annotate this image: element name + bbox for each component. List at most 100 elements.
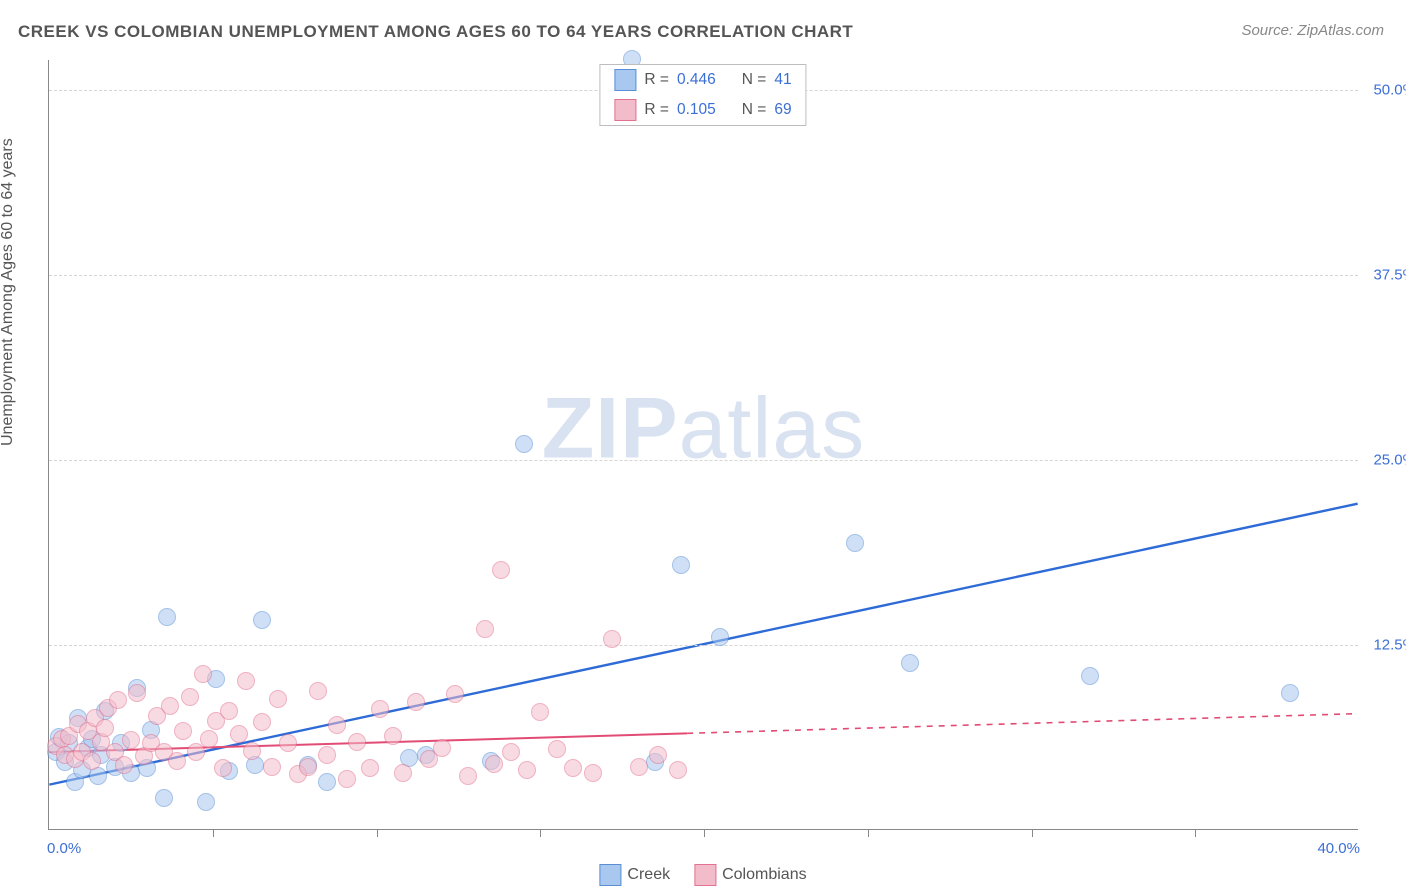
scatter-point	[649, 746, 667, 764]
chart-container: CREEK VS COLOMBIAN UNEMPLOYMENT AMONG AG…	[0, 0, 1406, 892]
n-label: N =	[742, 71, 767, 89]
scatter-point	[318, 773, 336, 791]
x-tick-label: 40.0%	[1317, 840, 1360, 857]
scatter-point	[299, 758, 317, 776]
legend-label: Creek	[627, 866, 670, 883]
source-label: Source: ZipAtlas.com	[1241, 22, 1384, 39]
scatter-point	[531, 703, 549, 721]
scatter-point	[394, 764, 412, 782]
scatter-point	[1281, 684, 1299, 702]
legend-swatch	[599, 864, 621, 886]
legend-stats: R = 0.446 N = 41 R = 0.105 N = 69	[599, 64, 806, 126]
scatter-point	[603, 630, 621, 648]
r-value: 0.105	[677, 101, 716, 119]
scatter-point	[220, 702, 238, 720]
x-tick	[1032, 829, 1033, 837]
x-tick	[540, 829, 541, 837]
legend-series: Creek Colombians	[599, 864, 806, 886]
scatter-point	[711, 628, 729, 646]
scatter-point	[564, 759, 582, 777]
n-value: 69	[774, 101, 791, 119]
scatter-point	[901, 654, 919, 672]
scatter-point	[128, 684, 146, 702]
scatter-point	[502, 743, 520, 761]
scatter-point	[243, 742, 261, 760]
scatter-point	[515, 435, 533, 453]
legend-swatch	[614, 99, 636, 121]
scatter-point	[181, 688, 199, 706]
r-value: 0.446	[677, 71, 716, 89]
scatter-point	[309, 682, 327, 700]
n-label: N =	[742, 101, 767, 119]
scatter-point	[115, 756, 133, 774]
y-tick-label: 50.0%	[1373, 81, 1406, 98]
x-tick	[213, 829, 214, 837]
y-tick-label: 37.5%	[1373, 266, 1406, 283]
scatter-point	[446, 685, 464, 703]
scatter-point	[158, 608, 176, 626]
r-label: R =	[644, 71, 669, 89]
scatter-point	[263, 758, 281, 776]
scatter-point	[200, 730, 218, 748]
scatter-point	[476, 620, 494, 638]
legend-stat-row: R = 0.105 N = 69	[600, 95, 805, 125]
scatter-point	[459, 767, 477, 785]
legend-swatch	[694, 864, 716, 886]
scatter-point	[361, 759, 379, 777]
scatter-point	[194, 665, 212, 683]
scatter-point	[187, 743, 205, 761]
scatter-point	[338, 770, 356, 788]
scatter-point	[168, 752, 186, 770]
scatter-point	[109, 691, 127, 709]
scatter-point	[518, 761, 536, 779]
legend-item: Creek	[599, 864, 670, 886]
y-tick-label: 25.0%	[1373, 451, 1406, 468]
scatter-point	[669, 761, 687, 779]
scatter-point	[253, 713, 271, 731]
scatter-point	[328, 716, 346, 734]
scatter-point	[122, 731, 140, 749]
scatter-point	[269, 690, 287, 708]
scatter-point	[83, 752, 101, 770]
scatter-point	[433, 739, 451, 757]
gridline	[49, 460, 1358, 461]
x-tick	[704, 829, 705, 837]
scatter-point	[174, 722, 192, 740]
plot-area: ZIPatlas 12.5%25.0%37.5%50.0%0.0%40.0%	[48, 60, 1358, 830]
legend-label: Colombians	[722, 866, 806, 883]
gridline	[49, 275, 1358, 276]
gridline	[49, 645, 1358, 646]
scatter-point	[318, 746, 336, 764]
scatter-point	[214, 759, 232, 777]
scatter-point	[279, 734, 297, 752]
scatter-point	[96, 719, 114, 737]
scatter-point	[485, 755, 503, 773]
trendlines-svg	[49, 60, 1358, 829]
scatter-point	[548, 740, 566, 758]
scatter-point	[253, 611, 271, 629]
n-value: 41	[774, 71, 791, 89]
scatter-point	[630, 758, 648, 776]
scatter-point	[371, 700, 389, 718]
chart-title: CREEK VS COLOMBIAN UNEMPLOYMENT AMONG AG…	[18, 22, 853, 42]
y-axis-label: Unemployment Among Ages 60 to 64 years	[0, 138, 17, 446]
r-label: R =	[644, 101, 669, 119]
x-tick	[868, 829, 869, 837]
x-tick	[1195, 829, 1196, 837]
scatter-point	[672, 556, 690, 574]
x-tick	[377, 829, 378, 837]
scatter-point	[584, 764, 602, 782]
legend-swatch	[614, 69, 636, 91]
x-tick-label: 0.0%	[47, 840, 81, 857]
scatter-point	[161, 697, 179, 715]
scatter-point	[348, 733, 366, 751]
scatter-point	[407, 693, 425, 711]
scatter-point	[230, 725, 248, 743]
watermark: ZIPatlas	[542, 380, 865, 479]
y-tick-label: 12.5%	[1373, 636, 1406, 653]
scatter-point	[492, 561, 510, 579]
scatter-point	[384, 727, 402, 745]
trendline-dashed	[687, 714, 1358, 734]
scatter-point	[1081, 667, 1099, 685]
scatter-point	[846, 534, 864, 552]
